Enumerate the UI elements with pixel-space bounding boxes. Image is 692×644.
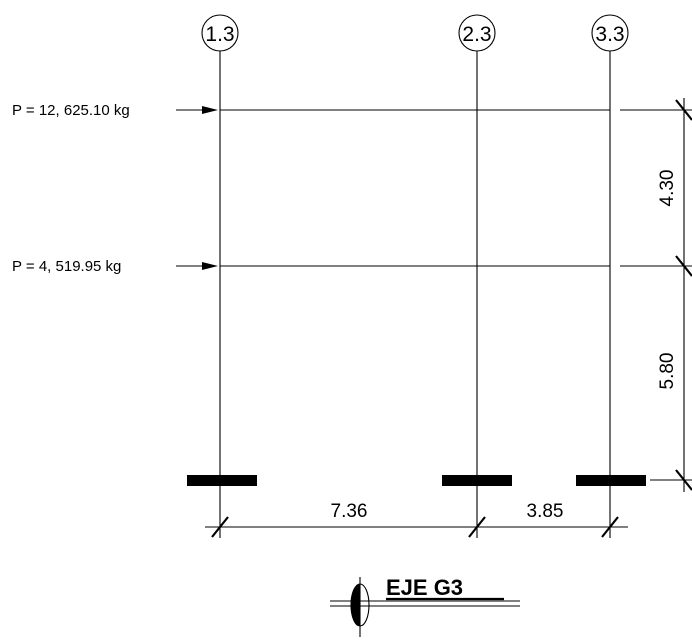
- dimension-label-430: 4.30: [657, 170, 678, 207]
- dimension-tick-h1: [211, 516, 229, 538]
- dimension-label-385: 3.85: [527, 501, 564, 522]
- dimension-tick-v1: [675, 99, 692, 121]
- axis-bubble-3: [591, 14, 629, 52]
- axis-label-2: 2.3: [462, 23, 491, 46]
- axis-bubble-1: [201, 14, 239, 52]
- dimension-label-580: 5.80: [657, 353, 678, 390]
- dimension-tick-h3: [601, 516, 619, 538]
- dimension-label-736: 7.36: [331, 501, 368, 522]
- footing-1: [187, 475, 257, 486]
- section-title: EJE G3: [386, 575, 463, 600]
- axis-bubble-2: [458, 14, 496, 52]
- dimension-tick-v2: [675, 255, 692, 277]
- load-arrowhead-middle: [202, 262, 218, 270]
- dimension-tick-h2: [468, 516, 486, 538]
- axis-label-1: 1.3: [205, 23, 234, 46]
- load-label-top: P = 12, 625.10 kg: [12, 102, 130, 119]
- dimension-tick-v3: [675, 469, 692, 491]
- axis-label-3: 3.3: [595, 23, 624, 46]
- load-label-middle: P = 4, 519.95 kg: [12, 258, 121, 275]
- footing-2: [442, 475, 512, 486]
- footing-3: [576, 475, 646, 486]
- load-arrowhead-top: [202, 106, 218, 114]
- section-symbol-icon: [330, 577, 520, 637]
